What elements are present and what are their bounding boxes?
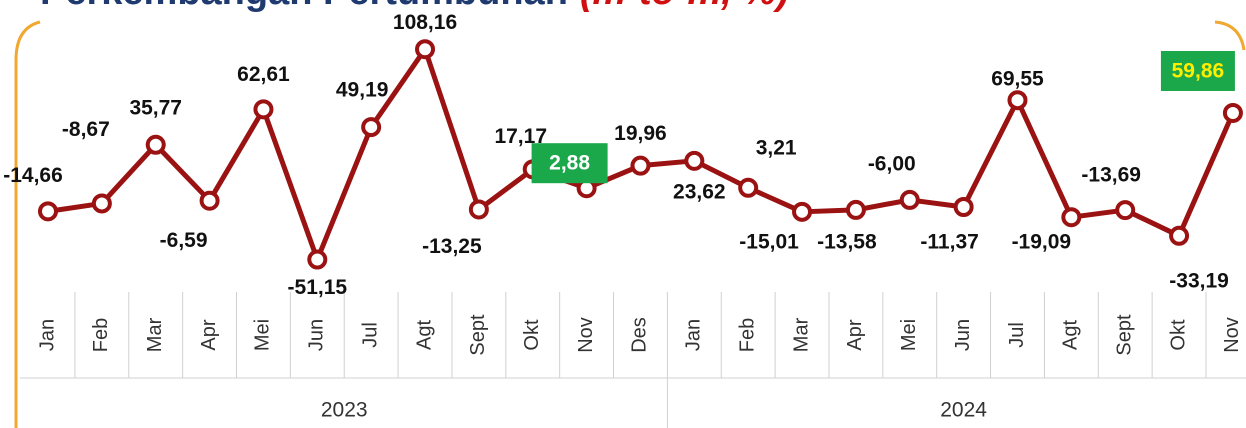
x-tick-label: Mar xyxy=(144,317,166,352)
value-label: -11,37 xyxy=(920,231,978,254)
x-tick-label: Jul xyxy=(359,322,381,348)
point-marker xyxy=(1007,90,1028,111)
x-tick-label: Okt xyxy=(1167,319,1189,351)
value-label: -15,01 xyxy=(739,230,799,253)
point-marker xyxy=(199,190,220,211)
x-tick-label: Des xyxy=(629,317,651,353)
point-marker xyxy=(253,99,274,120)
point-marker xyxy=(468,199,489,220)
point-marker xyxy=(630,155,651,176)
point-marker xyxy=(899,189,920,210)
value-label: -51,15 xyxy=(288,276,348,299)
x-tick-label: Mar xyxy=(790,317,812,352)
value-label: 3,21 xyxy=(756,136,797,159)
point-marker xyxy=(1222,102,1243,123)
value-label: 19,96 xyxy=(614,122,667,145)
value-label: -14,66 xyxy=(3,164,63,187)
x-tick-label: Jun xyxy=(306,319,328,351)
chart-title: Perkembangan Pertumbuhan (m-to-m, %) xyxy=(40,0,789,13)
frame-border xyxy=(14,20,41,428)
value-label: -13,69 xyxy=(1081,164,1141,187)
x-tick-label: Nov xyxy=(575,317,597,353)
point-marker xyxy=(307,249,328,270)
value-label: -8,67 xyxy=(62,118,110,141)
point-marker xyxy=(792,201,813,222)
value-label: 35,77 xyxy=(129,96,182,119)
x-tick-label: Apr xyxy=(198,319,220,350)
x-tick-label: Mei xyxy=(252,319,274,351)
title: Perkembangan Pertumbuhan xyxy=(40,0,568,13)
point-marker xyxy=(684,150,705,171)
x-tick-label: Okt xyxy=(521,319,543,351)
x-tick-label: Agt xyxy=(413,320,435,350)
x-tick-label: Nov xyxy=(1221,317,1243,353)
value-label-box xyxy=(531,143,608,184)
x-tick-label: Sept xyxy=(467,314,489,356)
point-marker xyxy=(1169,225,1190,246)
x-tick-label: Feb xyxy=(90,318,112,352)
value-label: 62,61 xyxy=(237,63,290,86)
group-label: 2024 xyxy=(940,399,987,422)
value-label: 59,86 xyxy=(1172,60,1225,83)
point-marker xyxy=(845,199,866,220)
x-tick-label: Mei xyxy=(898,319,920,351)
point-marker xyxy=(415,39,436,60)
x-tick-label: Jun xyxy=(952,319,974,351)
value-label: -6,59 xyxy=(160,229,208,252)
group-label: 2023 xyxy=(321,399,368,422)
point-marker xyxy=(738,177,759,198)
value-label: -33,19 xyxy=(1169,269,1229,292)
subtitle: (m-to-m, %) xyxy=(580,0,789,13)
value-label-box xyxy=(1160,50,1235,91)
value-label: 2,88 xyxy=(549,152,590,175)
value-label: 69,55 xyxy=(991,68,1044,91)
x-tick-label: Feb xyxy=(736,318,758,352)
point-marker xyxy=(361,117,382,138)
value-label: 23,62 xyxy=(673,180,726,203)
point-marker xyxy=(1115,200,1136,221)
point-marker xyxy=(91,193,112,214)
frame-border xyxy=(1214,20,1246,51)
point-marker xyxy=(1061,207,1082,228)
x-tick-label: Jan xyxy=(36,319,58,351)
value-label: 108,16 xyxy=(393,11,457,34)
point-marker xyxy=(145,134,166,155)
value-label: -13,25 xyxy=(422,235,482,258)
x-tick-label: Jan xyxy=(683,319,705,351)
value-label: 49,19 xyxy=(336,79,389,102)
x-tick-label: Sept xyxy=(1113,314,1135,356)
point-marker xyxy=(38,201,58,222)
point-marker xyxy=(953,197,974,218)
x-tick-label: Agt xyxy=(1060,320,1082,350)
series-line xyxy=(47,46,1236,263)
x-tick-label: Jul xyxy=(1006,322,1028,348)
value-label: 17,17 xyxy=(494,125,547,148)
value-label: -19,09 xyxy=(1012,231,1072,254)
x-tick-label: Apr xyxy=(844,319,866,350)
value-label: -13,58 xyxy=(817,230,877,253)
value-label: -6,00 xyxy=(868,152,916,175)
